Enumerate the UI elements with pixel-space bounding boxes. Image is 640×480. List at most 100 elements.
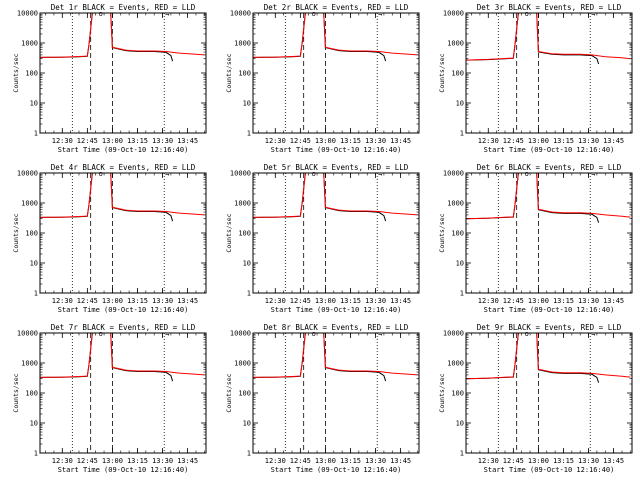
- y-tick-label: 10000: [17, 330, 38, 338]
- series-lld-line: [252, 12, 418, 58]
- x-axis-label: Start Time (09-Oct-10 12:16:40): [58, 466, 189, 474]
- chart-det-2: Det 2r BLACK = Events, RED = LLD 1 10 100 10…: [225, 3, 420, 154]
- chart-title: Det 3r BLACK = Events, RED = LLD: [477, 3, 622, 12]
- corner-marker: ¬: [165, 11, 169, 19]
- series-events-line: [465, 172, 600, 223]
- x-tick-label: 13:30: [152, 297, 173, 305]
- y-tick-label: 10000: [443, 170, 464, 178]
- circle-marker: o: [525, 10, 529, 18]
- circle-marker: o: [99, 170, 103, 178]
- x-tick-label: 13:45: [603, 137, 624, 145]
- y-tick-label: 10: [243, 100, 251, 108]
- series-events-line: [39, 332, 174, 382]
- x-tick-label: 12:30: [265, 297, 286, 305]
- y-tick-label: 10000: [17, 170, 38, 178]
- y-axis-label: Counts/sec: [438, 373, 446, 412]
- x-tick-label: 12:45: [503, 137, 524, 145]
- y-tick-label: 10: [456, 260, 464, 268]
- chart-det-5: Det 5r BLACK = Events, RED = LLD 1 10 100 10…: [225, 163, 420, 314]
- series-events-line: [465, 332, 600, 383]
- x-axis-label: Start Time (09-Oct-10 12:16:40): [271, 306, 402, 314]
- chart-title: Det 1r BLACK = Events, RED = LLD: [51, 3, 196, 12]
- series-lld-line: [465, 172, 631, 220]
- x-tick-label: 13:45: [390, 297, 411, 305]
- chart-det-6: Det 6r BLACK = Events, RED = LLD 1 10 100 10…: [438, 163, 633, 314]
- x-axis-label: Start Time (09-Oct-10 12:16:40): [484, 466, 615, 474]
- circle-marker: o: [525, 330, 529, 338]
- y-tick-label: 1000: [21, 360, 38, 368]
- plot-frame: [465, 12, 633, 134]
- x-axis-label: Start Time (09-Oct-10 12:16:40): [58, 146, 189, 154]
- chart-det-9: Det 9r BLACK = Events, RED = LLD 1 10 100 10…: [438, 323, 633, 474]
- y-tick-label: 10: [243, 260, 251, 268]
- y-tick-label: 10: [456, 100, 464, 108]
- series-lld-line: [465, 332, 631, 380]
- series-events-line: [252, 172, 387, 222]
- plot-frame: [252, 12, 420, 134]
- chart-title: Det 7r BLACK = Events, RED = LLD: [51, 323, 196, 332]
- chart-det-8: Det 8r BLACK = Events, RED = LLD 1 10 100 10…: [225, 323, 420, 474]
- x-tick-label: 13:45: [390, 137, 411, 145]
- y-tick-label: 100: [238, 70, 251, 78]
- y-tick-label: 1000: [447, 200, 464, 208]
- series-events-line: [252, 12, 387, 62]
- chart-title: Det 8r BLACK = Events, RED = LLD: [264, 323, 409, 332]
- y-tick-label: 10000: [230, 10, 251, 18]
- x-tick-label: 12:45: [503, 457, 524, 465]
- y-tick-label: 10: [243, 420, 251, 428]
- x-tick-label: 13:30: [365, 297, 386, 305]
- y-tick-label: 1: [460, 130, 464, 138]
- x-tick-label: 12:45: [77, 297, 98, 305]
- x-tick-label: 13:30: [365, 457, 386, 465]
- x-tick-label: 13:00: [102, 297, 123, 305]
- x-tick-label: 13:30: [578, 297, 599, 305]
- y-tick-label: 1: [460, 290, 464, 298]
- y-tick-label: 100: [451, 70, 464, 78]
- y-tick-label: 1000: [447, 360, 464, 368]
- y-axis-label: Counts/sec: [12, 213, 20, 252]
- x-tick-label: 12:45: [290, 457, 311, 465]
- corner-marker: ¬: [165, 331, 169, 339]
- x-tick-label: 12:30: [478, 457, 499, 465]
- x-tick-label: 13:15: [127, 457, 148, 465]
- plot-frame: [39, 172, 207, 294]
- x-axis-label: Start Time (09-Oct-10 12:16:40): [58, 306, 189, 314]
- x-tick-label: 12:45: [77, 137, 98, 145]
- series-lld-line: [465, 12, 631, 61]
- chart-det-1: Det 1r BLACK = Events, RED = LLD 1 10 100 10…: [12, 3, 207, 154]
- x-tick-label: 13:15: [127, 137, 148, 145]
- x-tick-label: 13:00: [528, 457, 549, 465]
- circle-marker: o: [99, 10, 103, 18]
- series-lld-line: [39, 12, 205, 58]
- y-tick-label: 100: [238, 390, 251, 398]
- y-tick-label: 1: [247, 450, 251, 458]
- x-tick-label: 13:45: [177, 457, 198, 465]
- x-tick-label: 13:15: [553, 457, 574, 465]
- chart-det-7: Det 7r BLACK = Events, RED = LLD 1 10 100 10…: [12, 323, 207, 474]
- x-tick-label: 13:15: [340, 457, 361, 465]
- chart-title: Det 6r BLACK = Events, RED = LLD: [477, 163, 622, 172]
- series-events-line: [39, 172, 174, 222]
- circle-marker: o: [525, 170, 529, 178]
- x-tick-label: 13:15: [553, 137, 574, 145]
- chart-title: Det 4r BLACK = Events, RED = LLD: [51, 163, 196, 172]
- x-tick-label: 13:30: [578, 457, 599, 465]
- y-tick-label: 1000: [234, 40, 251, 48]
- x-tick-label: 12:30: [52, 297, 73, 305]
- x-tick-label: 12:30: [52, 457, 73, 465]
- x-tick-label: 12:30: [265, 137, 286, 145]
- y-axis-label: Counts/sec: [225, 373, 233, 412]
- corner-marker: ¬: [378, 331, 382, 339]
- y-tick-label: 1: [460, 450, 464, 458]
- circle-marker: o: [312, 10, 316, 18]
- series-events-line: [465, 12, 600, 65]
- x-tick-label: 13:30: [152, 457, 173, 465]
- x-tick-label: 13:45: [390, 457, 411, 465]
- corner-marker: ¬: [378, 171, 382, 179]
- y-axis-label: Counts/sec: [225, 53, 233, 92]
- corner-marker: ¬: [591, 171, 595, 179]
- y-axis-label: Counts/sec: [438, 213, 446, 252]
- x-tick-label: 12:30: [52, 137, 73, 145]
- plot-frame: [39, 332, 207, 454]
- y-tick-label: 1000: [21, 40, 38, 48]
